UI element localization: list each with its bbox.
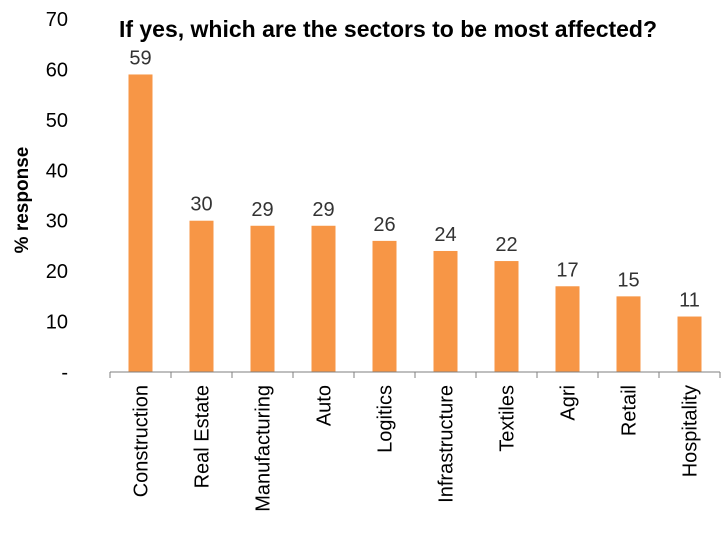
category-label: Retail [619,385,641,436]
category-label: Real Estate [192,385,214,488]
data-label: 17 [556,259,578,281]
category-label: Infrastructure [436,385,458,503]
data-label: 24 [434,224,456,246]
category-label: Auto [314,385,336,426]
bar [128,74,153,372]
data-label: 22 [495,234,517,256]
bar [250,225,275,372]
data-label: 11 [679,290,700,312]
y-tick-label: 60 [46,59,68,81]
category-label: Manufacturing [253,385,275,512]
category-label: Construction [131,385,153,497]
y-axis-label: % response [12,147,33,254]
y-tick-label: 10 [46,312,68,334]
category-label: Agri [558,385,580,421]
data-label: 30 [190,194,212,216]
data-label: 29 [312,199,334,221]
category-label: Textiles [497,385,519,452]
bar [189,220,214,372]
category-label: Logitics [375,385,397,453]
bar [311,225,336,372]
data-label: 15 [617,269,639,291]
y-tick-label: 20 [46,261,68,283]
y-tick-label: 40 [46,160,68,182]
category-label: Hospitality [680,385,702,477]
data-labels: 59 30 29 29 26 24 22 17 15 11 [129,47,700,311]
data-label: 26 [373,214,395,236]
x-axis-ticks [109,372,721,378]
y-tick-label: - [61,362,68,384]
y-tick-label: 70 [46,9,68,31]
chart-title: If yes, which are the sectors to be most… [119,16,657,42]
bar [555,286,580,372]
data-label: 29 [251,199,273,221]
bars [128,74,702,372]
y-tick-label: 30 [46,211,68,233]
data-label: 59 [129,47,151,69]
category-labels: Construction Real Estate Manufacturing Auto… [131,385,702,512]
bar [494,261,519,372]
y-axis-ticks: - 10 20 30 40 50 60 70 [46,9,68,384]
bar [372,240,397,372]
bar [433,250,458,372]
bar [616,296,641,372]
y-tick-label: 50 [46,110,68,132]
bar [677,316,702,372]
